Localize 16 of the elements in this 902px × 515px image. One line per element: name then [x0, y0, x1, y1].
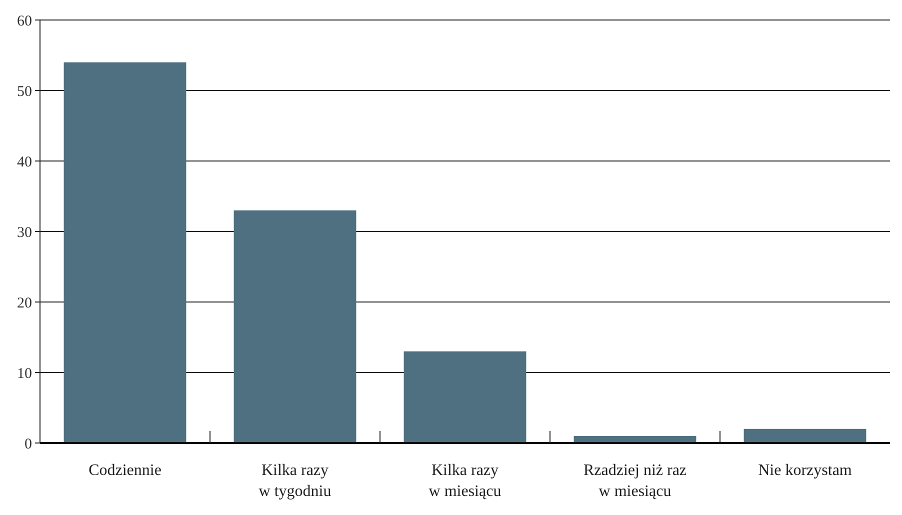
bar: [234, 210, 356, 443]
y-tick-label: 40: [17, 154, 32, 170]
y-tick-label: 0: [24, 436, 32, 452]
x-tick-label: Kilka razy w miesiącu: [428, 462, 502, 500]
bar: [744, 428, 866, 443]
y-tick-label: 50: [17, 84, 32, 100]
x-tick-label: Rzadziej niż raz w miesiącu: [583, 462, 687, 500]
y-tick-label: 30: [17, 224, 32, 241]
y-tick-label: 20: [17, 295, 32, 312]
bar: [404, 351, 526, 443]
x-tick-label: Kilka razy w tygodniu: [258, 462, 332, 500]
y-tick-label: 10: [17, 366, 32, 382]
y-tick-label: 60: [17, 13, 32, 30]
x-tick-label: Nie korzystam: [758, 462, 852, 479]
x-tick-label: Codziennie: [88, 462, 162, 479]
bar: [64, 62, 186, 443]
